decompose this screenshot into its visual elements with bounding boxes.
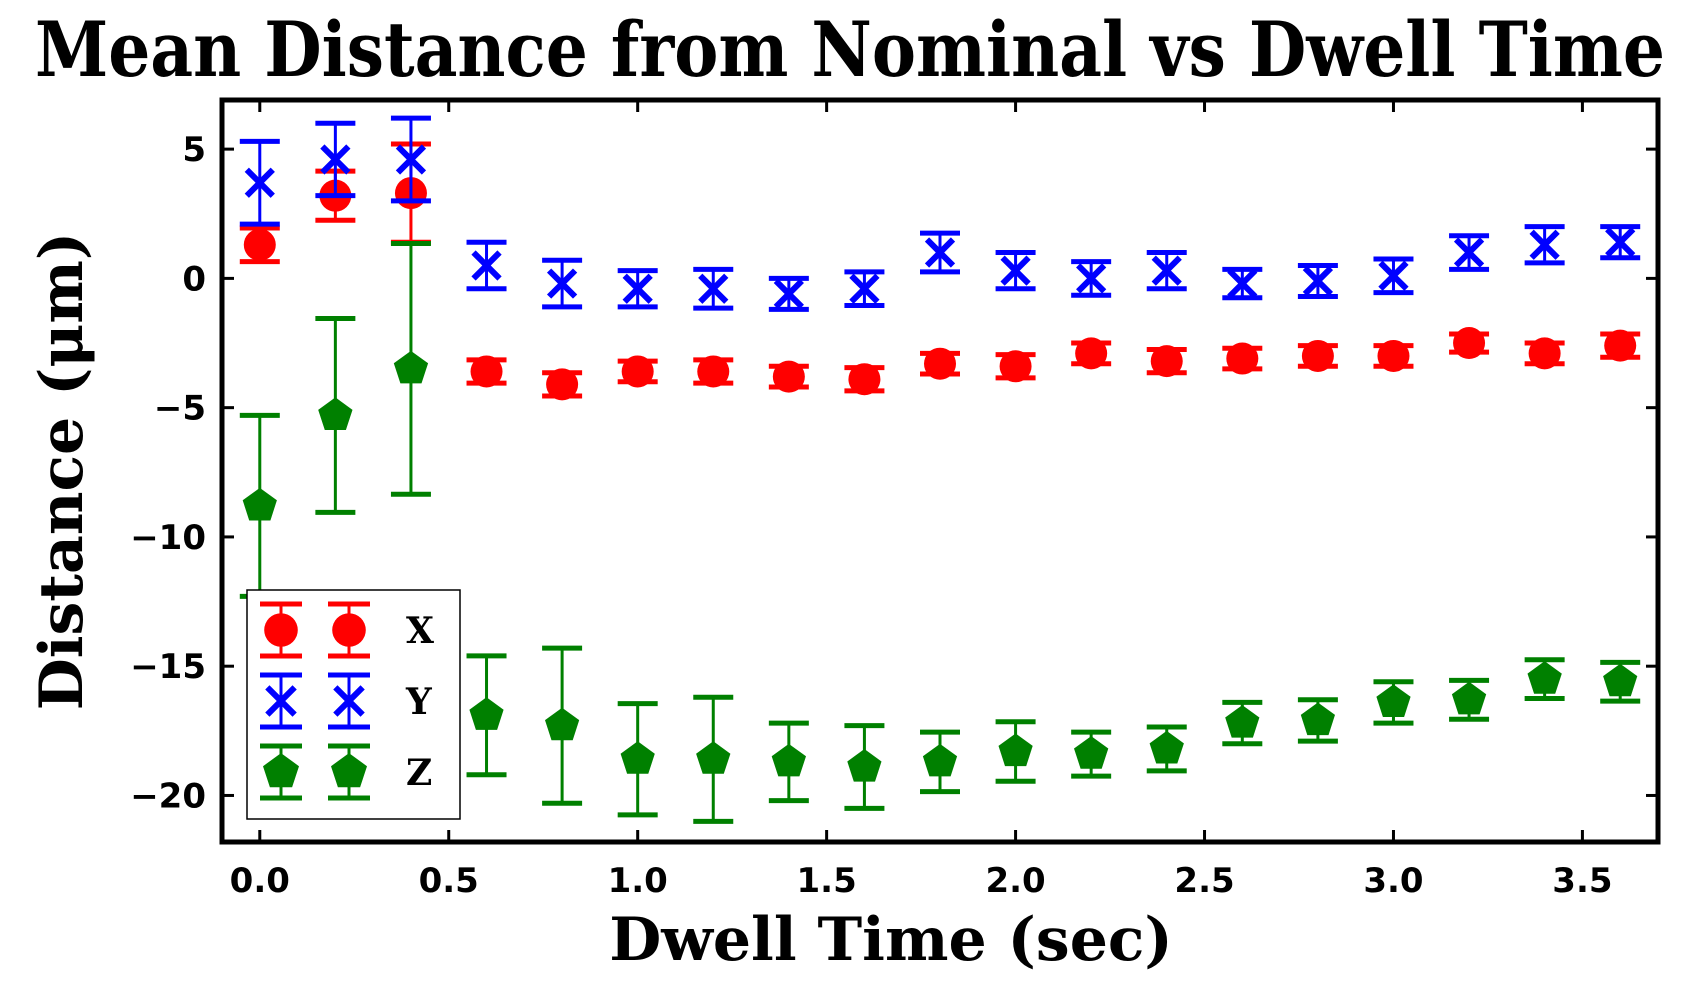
y-axis-label: Distance (μm) xyxy=(27,232,97,711)
y-tick-label: 5 xyxy=(182,130,206,170)
data-point xyxy=(998,733,1033,767)
data-point xyxy=(697,355,730,388)
data-point xyxy=(395,144,427,175)
data-point xyxy=(1453,237,1485,268)
data-series xyxy=(239,115,1641,824)
data-point xyxy=(1300,702,1335,736)
data-point xyxy=(772,360,805,393)
legend: XYZ xyxy=(246,589,461,820)
axis-ticks: 0.0 0.5 1.0 1.5 2.0 2.5 3.0 3.5 5 0 −5 −10 −15 −20 xyxy=(130,100,1658,901)
series-group xyxy=(239,115,1641,824)
data-point xyxy=(320,144,351,175)
data-point xyxy=(470,355,503,388)
data-point xyxy=(999,350,1032,383)
data-point xyxy=(546,368,579,401)
data-point xyxy=(1376,684,1411,717)
legend-marker xyxy=(331,753,367,788)
x-axis-label: Dwell Time (sec) xyxy=(609,905,1173,975)
data-point xyxy=(393,350,429,384)
chart-title: Mean Distance from Nominal vs Dwell Time xyxy=(35,5,1665,94)
data-point xyxy=(1603,663,1638,697)
data-point xyxy=(1378,260,1409,291)
data-point xyxy=(1000,255,1031,286)
y-tick-label: −20 xyxy=(130,776,206,816)
data-point xyxy=(1605,227,1636,258)
data-point xyxy=(849,273,880,304)
data-point xyxy=(696,741,731,774)
legend-marker xyxy=(333,685,365,717)
data-point xyxy=(1528,337,1561,370)
data-point xyxy=(1301,339,1334,372)
data-point xyxy=(620,741,655,774)
series-y xyxy=(239,115,1641,312)
data-point xyxy=(1377,339,1410,372)
legend-marker xyxy=(265,685,297,717)
data-point xyxy=(1075,337,1108,370)
data-point xyxy=(848,363,881,396)
data-point xyxy=(1529,229,1560,260)
data-point xyxy=(621,355,654,388)
series-x xyxy=(239,141,1641,401)
x-tick-label: 0.5 xyxy=(419,861,479,901)
data-point xyxy=(1151,255,1182,286)
series-z xyxy=(239,240,1641,824)
data-point xyxy=(244,167,275,198)
x-tick-label: 2.0 xyxy=(985,861,1045,901)
data-point xyxy=(469,697,504,730)
x-tick-label: 1.5 xyxy=(797,861,857,901)
data-point xyxy=(1149,730,1184,764)
y-tick-label: −5 xyxy=(154,389,206,429)
data-point xyxy=(1076,263,1107,294)
data-point xyxy=(1451,681,1487,715)
data-point xyxy=(1226,342,1259,375)
data-point xyxy=(922,743,958,777)
data-point xyxy=(622,273,653,304)
data-point xyxy=(924,237,956,268)
data-point xyxy=(1604,329,1637,362)
legend-marker xyxy=(264,613,298,647)
data-point xyxy=(545,707,580,741)
data-point xyxy=(771,743,806,777)
data-point xyxy=(471,250,502,281)
x-tick-label: 3.5 xyxy=(1552,861,1612,901)
y-tick-label: 0 xyxy=(182,259,206,299)
legend-marker xyxy=(263,753,299,788)
plot-area xyxy=(219,97,1661,845)
x-tick-label: 3.0 xyxy=(1363,861,1423,901)
data-point xyxy=(318,397,353,430)
x-tick-label: 0.0 xyxy=(230,861,290,901)
legend-marker xyxy=(332,613,366,647)
data-point xyxy=(1527,661,1562,694)
data-point xyxy=(546,268,578,299)
legend-label-x: X xyxy=(406,610,434,652)
data-point xyxy=(1453,327,1486,360)
x-tick-label: 1.0 xyxy=(608,861,668,901)
data-point xyxy=(924,347,956,380)
y-tick-label: −10 xyxy=(130,518,206,558)
data-point xyxy=(243,228,276,261)
data-point xyxy=(1227,268,1258,299)
legend-label-y: Y xyxy=(405,681,433,723)
data-point xyxy=(242,487,277,521)
data-point xyxy=(847,749,882,782)
data-point xyxy=(698,273,729,304)
y-tick-label: −15 xyxy=(130,647,206,687)
data-point xyxy=(773,278,804,310)
x-tick-label: 2.5 xyxy=(1174,861,1234,901)
legend-label-z: Z xyxy=(406,752,432,794)
data-point xyxy=(1150,345,1183,378)
data-point xyxy=(1074,736,1109,769)
data-point xyxy=(1302,265,1334,297)
data-point xyxy=(1225,705,1260,738)
